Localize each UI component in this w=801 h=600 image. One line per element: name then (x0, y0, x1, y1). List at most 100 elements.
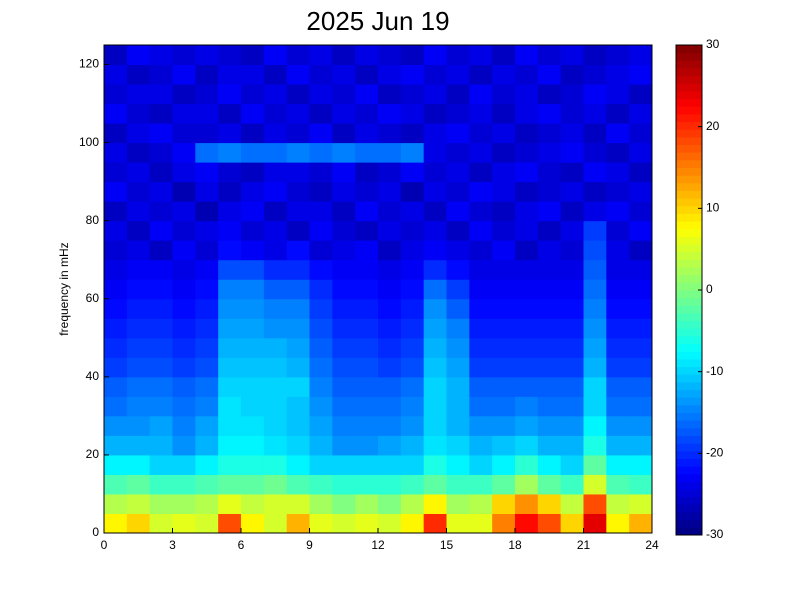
heat-cell (469, 513, 493, 534)
heat-cell (149, 396, 173, 417)
heat-cell (309, 220, 333, 241)
heat-cell (263, 415, 288, 436)
heat-cell (469, 181, 493, 202)
heat-cell (560, 64, 584, 85)
heat-cell (629, 513, 653, 534)
heat-cell (423, 103, 447, 124)
heat-cell (309, 513, 333, 534)
heat-cell (469, 376, 493, 397)
heat-cell (446, 162, 470, 183)
colorbar-swatch (676, 381, 702, 391)
heat-cell (309, 84, 333, 105)
colorbar-swatch (676, 443, 702, 452)
heat-cell (172, 123, 196, 144)
heat-cell (263, 181, 288, 202)
heat-cell (423, 513, 447, 534)
heat-cell (560, 45, 584, 66)
heat-cell (263, 396, 288, 417)
colorbar-swatch (676, 259, 702, 268)
heat-cell (355, 240, 379, 261)
heat-cell (309, 201, 333, 222)
heat-cell (378, 435, 402, 456)
heat-cell (172, 84, 196, 105)
heat-cell (629, 474, 653, 495)
heat-cell (218, 513, 242, 534)
heat-cell (195, 201, 219, 222)
heat-cell (104, 259, 128, 280)
heat-cell (149, 415, 173, 436)
heat-cell (195, 64, 219, 85)
heat-cell (332, 142, 356, 163)
heat-cell (537, 103, 562, 124)
x-tick-label: 3 (169, 538, 176, 552)
heat-cell (423, 64, 447, 85)
heat-cell (332, 64, 356, 85)
heat-cell (355, 279, 379, 300)
heat-cell (492, 162, 516, 183)
heat-cell (446, 474, 470, 495)
heat-cell (263, 123, 288, 144)
heat-cell (469, 357, 493, 378)
heat-cell (606, 103, 630, 124)
heat-cell (469, 298, 493, 319)
heat-cell (537, 435, 562, 456)
heat-cell (469, 64, 493, 85)
heat-cell (172, 162, 196, 183)
heat-cell (149, 64, 173, 85)
heat-cell (309, 474, 333, 495)
heat-cell (629, 162, 653, 183)
heat-cell (537, 123, 562, 144)
heat-cell (286, 201, 310, 222)
heat-cell (218, 64, 242, 85)
heat-cell (149, 240, 173, 261)
colorbar-swatch (676, 374, 702, 383)
heat-cell (332, 396, 356, 417)
colorbar-swatch (676, 198, 702, 207)
heat-cell (492, 376, 516, 397)
heat-cell (172, 201, 196, 222)
heat-cell (400, 45, 425, 66)
heat-cell (286, 259, 310, 280)
heat-cell (537, 45, 562, 66)
heat-cell (400, 181, 425, 202)
heat-cell (355, 376, 379, 397)
heat-cell (263, 474, 288, 495)
heat-cell (515, 357, 539, 378)
heat-cell (446, 45, 470, 66)
colorbar-swatch (676, 351, 702, 360)
heat-cell (423, 220, 447, 241)
heat-cell (560, 415, 584, 436)
colorbar-swatch (676, 404, 702, 413)
heat-cell (515, 259, 539, 280)
heat-cell (469, 201, 493, 222)
heat-cell (606, 337, 630, 358)
heat-cell (537, 454, 562, 475)
heat-cell (400, 220, 425, 241)
heat-cell (537, 142, 562, 163)
heat-cell (241, 142, 265, 163)
heat-cell (332, 201, 356, 222)
heat-cell (606, 435, 630, 456)
heat-cell (378, 181, 402, 202)
colorbar-swatch (676, 121, 702, 130)
heat-cell (423, 318, 447, 339)
heat-cell (218, 279, 242, 300)
heat-cell (423, 415, 447, 436)
heat-cell (469, 279, 493, 300)
heat-cell (537, 181, 562, 202)
heat-cell (537, 396, 562, 417)
heat-cell (583, 298, 607, 319)
heat-cell (423, 123, 447, 144)
heat-cell (149, 220, 173, 241)
heat-cell (629, 279, 653, 300)
heat-cell (263, 220, 288, 241)
heat-cell (583, 162, 607, 183)
heat-cell (629, 318, 653, 339)
heat-cell (492, 474, 516, 495)
heat-cell (423, 376, 447, 397)
heat-cell (172, 454, 196, 475)
heat-cell (400, 435, 425, 456)
heat-cell (515, 415, 539, 436)
colorbar-swatch (676, 343, 702, 352)
